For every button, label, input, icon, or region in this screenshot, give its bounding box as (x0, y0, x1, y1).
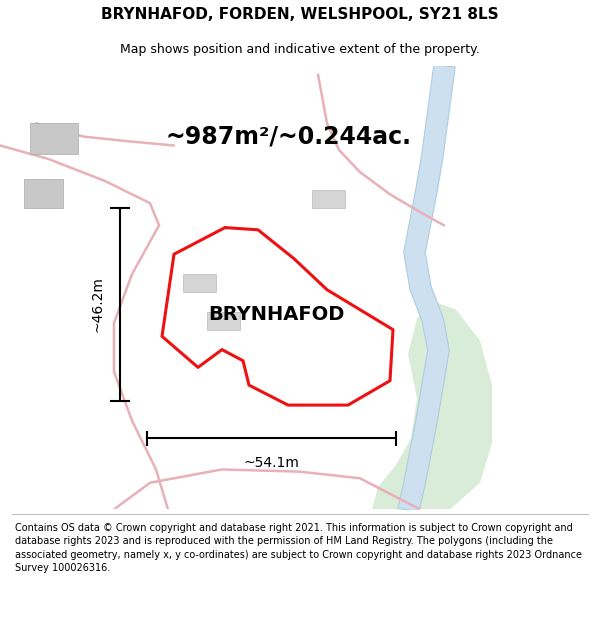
Text: ~987m²/~0.244ac.: ~987m²/~0.244ac. (165, 124, 411, 149)
Text: Map shows position and indicative extent of the property.: Map shows position and indicative extent… (120, 42, 480, 56)
Text: ~54.1m: ~54.1m (244, 456, 299, 470)
Text: BRYNHAFOD: BRYNHAFOD (208, 304, 344, 324)
Text: BRYNHAFOD, FORDEN, WELSHPOOL, SY21 8LS: BRYNHAFOD, FORDEN, WELSHPOOL, SY21 8LS (101, 7, 499, 22)
Text: Contains OS data © Crown copyright and database right 2021. This information is : Contains OS data © Crown copyright and d… (15, 523, 582, 573)
Text: ~46.2m: ~46.2m (90, 276, 104, 332)
